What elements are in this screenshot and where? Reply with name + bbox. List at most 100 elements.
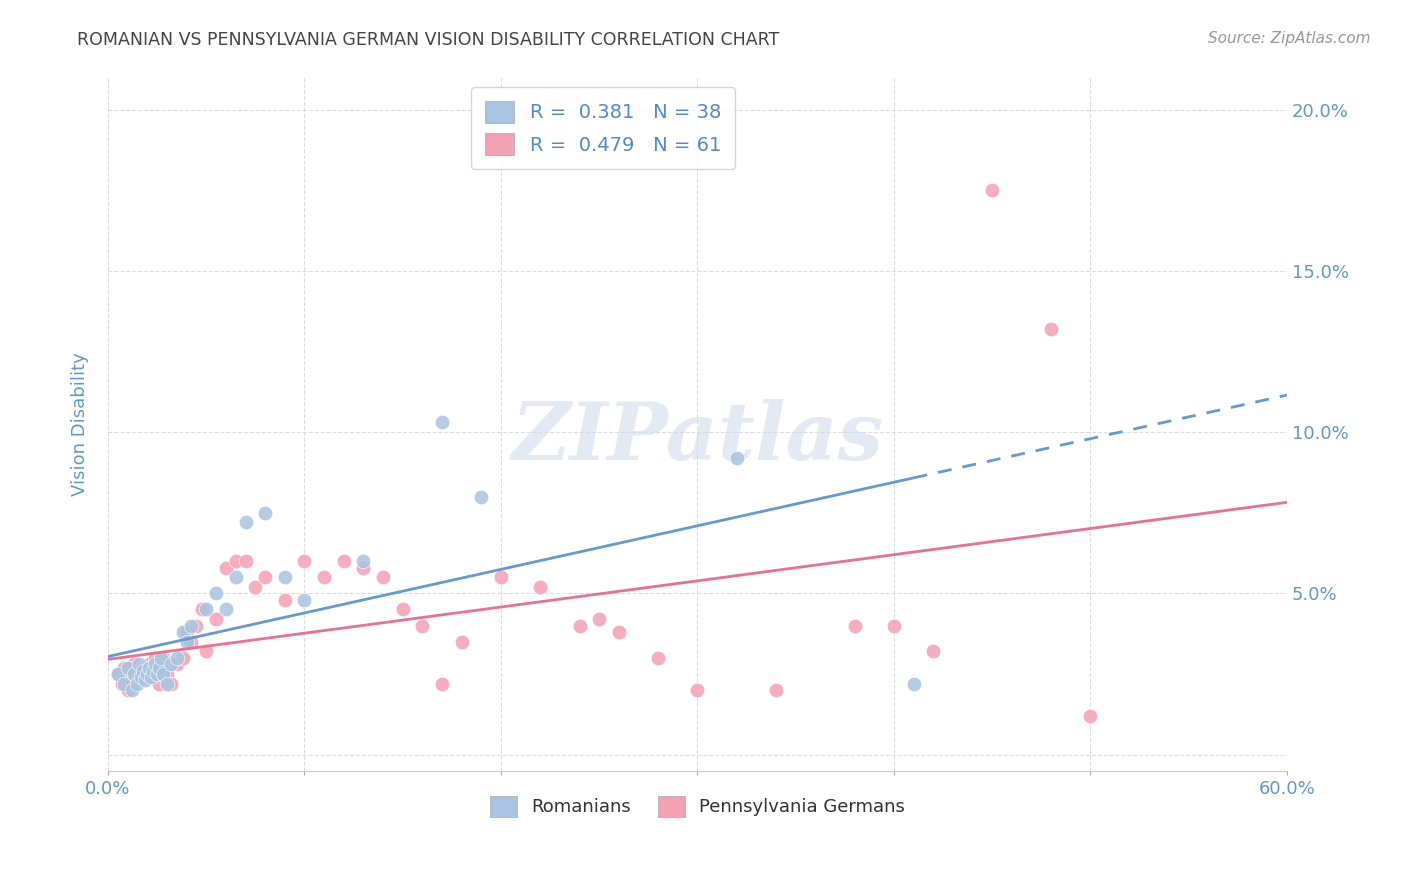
Point: [568, 618, 591, 632]
Point: [294, 554, 316, 568]
Point: [176, 625, 198, 640]
Point: [274, 592, 297, 607]
Point: [352, 554, 374, 568]
Point: [844, 618, 866, 632]
Point: [686, 683, 709, 698]
Point: [142, 660, 165, 674]
Point: [107, 667, 129, 681]
Point: [470, 490, 492, 504]
Point: [180, 634, 202, 648]
Point: [156, 676, 179, 690]
Point: [765, 683, 787, 698]
Point: [1040, 322, 1063, 336]
Point: [152, 650, 174, 665]
Point: [215, 602, 238, 616]
Point: [160, 657, 183, 672]
Point: [121, 683, 143, 698]
Point: [225, 554, 247, 568]
Point: [122, 667, 145, 681]
Point: [117, 660, 139, 674]
Point: [107, 667, 129, 681]
Point: [156, 667, 179, 681]
Point: [152, 667, 174, 681]
Point: [141, 667, 163, 681]
Point: [112, 676, 135, 690]
Point: [172, 625, 194, 640]
Point: [274, 570, 297, 584]
Point: [180, 618, 202, 632]
Point: [191, 602, 214, 616]
Point: [430, 676, 453, 690]
Point: [1080, 709, 1102, 723]
Point: [141, 670, 163, 684]
Point: [588, 612, 610, 626]
Point: [245, 580, 267, 594]
Point: [143, 657, 166, 672]
Point: [205, 586, 228, 600]
Point: [186, 618, 208, 632]
Point: [150, 657, 173, 672]
Point: [176, 634, 198, 648]
Point: [146, 667, 169, 681]
Point: [143, 650, 166, 665]
Legend: Romanians, Pennsylvania Germans: Romanians, Pennsylvania Germans: [482, 789, 912, 824]
Point: [138, 657, 160, 672]
Point: [352, 560, 374, 574]
Point: [607, 625, 630, 640]
Point: [314, 570, 336, 584]
Point: [235, 554, 257, 568]
Point: [117, 683, 139, 698]
Y-axis label: Vision Disability: Vision Disability: [72, 352, 89, 496]
Point: [225, 570, 247, 584]
Point: [131, 670, 153, 684]
Point: [136, 664, 159, 678]
Point: [128, 657, 150, 672]
Point: [205, 612, 228, 626]
Point: [121, 676, 143, 690]
Point: [254, 506, 277, 520]
Point: [146, 667, 169, 681]
Point: [215, 560, 238, 574]
Point: [195, 602, 218, 616]
Point: [142, 664, 165, 678]
Point: [112, 660, 135, 674]
Point: [148, 660, 170, 674]
Point: [172, 650, 194, 665]
Point: [903, 676, 925, 690]
Point: [128, 673, 150, 688]
Point: [235, 516, 257, 530]
Point: [134, 670, 156, 684]
Point: [166, 650, 188, 665]
Point: [127, 676, 149, 690]
Point: [333, 554, 356, 568]
Point: [148, 676, 170, 690]
Point: [132, 664, 155, 678]
Point: [450, 634, 472, 648]
Point: [647, 650, 669, 665]
Point: [136, 667, 159, 681]
Point: [131, 667, 153, 681]
Point: [430, 416, 453, 430]
Point: [725, 450, 748, 465]
Point: [411, 618, 433, 632]
Point: [391, 602, 413, 616]
Point: [294, 592, 316, 607]
Point: [111, 676, 134, 690]
Point: [254, 570, 277, 584]
Point: [883, 618, 905, 632]
Point: [150, 650, 173, 665]
Point: [529, 580, 551, 594]
Point: [166, 657, 188, 672]
Point: [195, 644, 218, 658]
Point: [132, 660, 155, 674]
Point: [489, 570, 512, 584]
Point: [122, 657, 145, 672]
Point: [138, 660, 160, 674]
Text: ZIPatlas: ZIPatlas: [512, 400, 883, 476]
Text: ROMANIAN VS PENNSYLVANIA GERMAN VISION DISABILITY CORRELATION CHART: ROMANIAN VS PENNSYLVANIA GERMAN VISION D…: [77, 31, 779, 49]
Point: [118, 667, 141, 681]
Point: [371, 570, 394, 584]
Point: [160, 676, 183, 690]
Point: [134, 673, 156, 688]
Text: Source: ZipAtlas.com: Source: ZipAtlas.com: [1208, 31, 1371, 46]
